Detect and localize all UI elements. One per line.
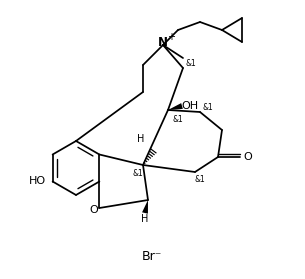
Text: &1: &1: [186, 59, 196, 68]
Text: OH: OH: [181, 101, 199, 111]
Text: &1: &1: [203, 102, 214, 112]
Text: &1: &1: [173, 116, 183, 124]
Text: H: H: [137, 134, 145, 144]
Text: HO: HO: [29, 177, 46, 186]
Text: N: N: [158, 37, 168, 49]
Text: O: O: [89, 205, 98, 215]
Text: &1: &1: [133, 169, 143, 177]
Text: +: +: [167, 32, 175, 42]
Text: Br⁻: Br⁻: [142, 251, 162, 263]
Polygon shape: [142, 200, 148, 214]
Text: H: H: [141, 214, 149, 224]
Text: O: O: [244, 152, 252, 162]
Text: &1: &1: [195, 175, 205, 184]
Polygon shape: [168, 103, 183, 110]
